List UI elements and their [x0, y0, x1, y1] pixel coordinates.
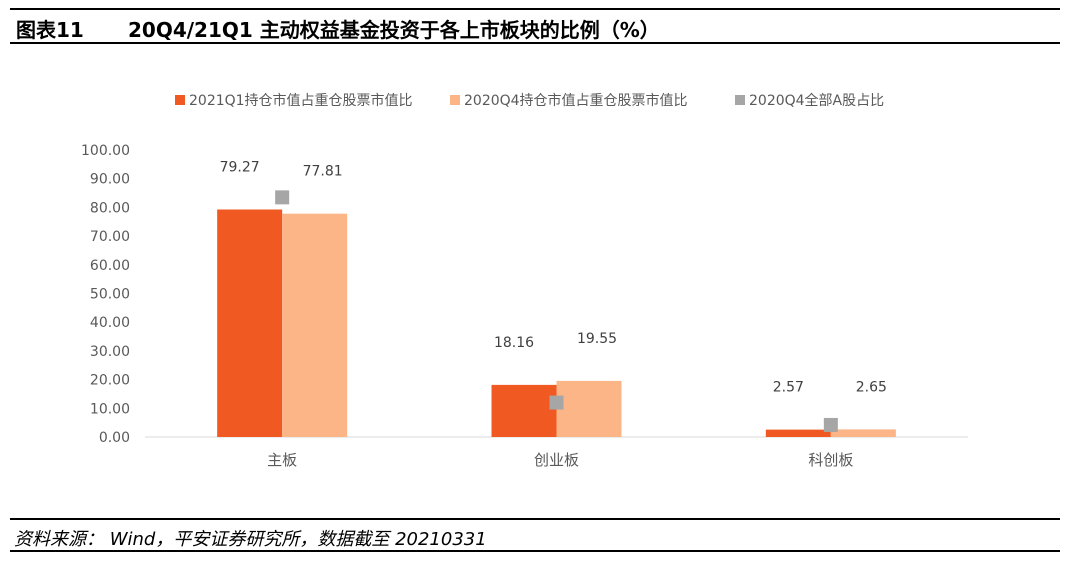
bar-series1-cat0 [282, 213, 348, 437]
figure-footer: 资料来源： Wind，平安证券研究所，数据截至 20210331 [10, 518, 1060, 552]
source-note: 资料来源： Wind，平安证券研究所，数据截至 20210331 [14, 529, 487, 550]
x-tick-label-1: 创业板 [534, 451, 579, 469]
legend-swatch-1 [450, 95, 460, 105]
data-label-series0-cat0: 79.27 [220, 159, 260, 175]
y-tick-label-2: 20.00 [90, 373, 130, 389]
data-label-series1-cat0: 77.81 [303, 164, 343, 180]
y-tick-label-3: 30.00 [90, 344, 130, 360]
y-tick-label-6: 60.00 [90, 258, 130, 274]
figure-header: 图表11 20Q4/21Q1 主动权益基金投资于各上市板块的比例（%） [10, 8, 1060, 44]
y-tick-label-7: 70.00 [90, 229, 130, 245]
y-tick-label-1: 10.00 [90, 401, 130, 417]
legend-label-2: 2020Q4全部A股占比 [749, 92, 884, 109]
bar-chart: 0.00 10.00 20.00 30.00 40.00 50.00 60.00 70.00 8… [81, 92, 968, 469]
figure-title: 20Q4/21Q1 主动权益基金投资于各上市板块的比例（%） [128, 18, 660, 42]
bar-series0-cat2 [765, 429, 831, 437]
figure-label: 图表11 [16, 18, 84, 42]
y-tick-label-10: 100.00 [81, 143, 130, 159]
data-label-series0-cat2: 2.57 [773, 380, 804, 396]
bar-series1-cat2 [830, 429, 896, 437]
x-tick-label-2: 科创板 [808, 451, 853, 469]
marker-series0-cat1 [549, 395, 564, 410]
y-tick-label-8: 80.00 [90, 200, 130, 216]
y-tick-label-5: 50.00 [90, 287, 130, 303]
data-label-series1-cat2: 2.65 [856, 379, 887, 395]
marker-series0-cat0 [275, 190, 290, 205]
bar-series0-cat1 [491, 384, 557, 437]
data-label-series1-cat1: 19.55 [577, 331, 617, 347]
y-tick-label-9: 90.00 [90, 172, 130, 188]
legend-swatch-2 [735, 95, 745, 105]
bar-series1-cat1 [556, 380, 622, 437]
y-tick-label-0: 0.00 [99, 430, 130, 446]
legend-label-0: 2021Q1持仓市值占重仓股票市值比 [189, 92, 413, 109]
y-tick-label-4: 40.00 [90, 315, 130, 331]
bar-series0-cat0 [217, 209, 283, 437]
marker-series0-cat2 [823, 417, 838, 432]
legend-label-1: 2020Q4持仓市值占重仓股票市值比 [464, 92, 688, 109]
x-tick-label-0: 主板 [267, 451, 297, 469]
legend-swatch-0 [175, 95, 185, 105]
data-label-series0-cat1: 18.16 [494, 335, 534, 351]
